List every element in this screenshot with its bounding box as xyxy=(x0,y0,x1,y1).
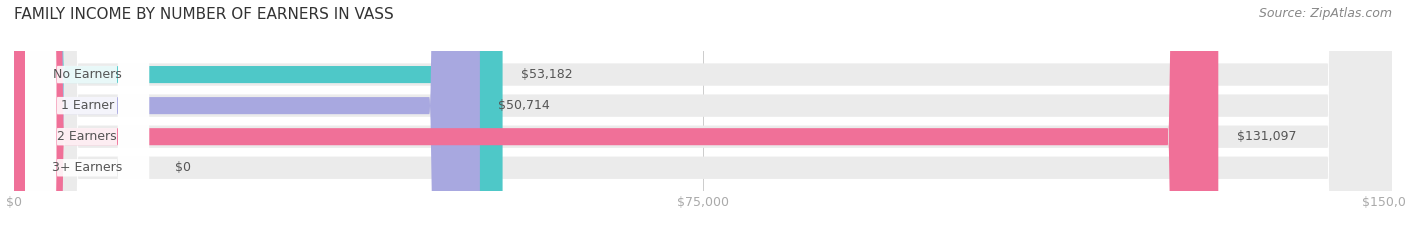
FancyBboxPatch shape xyxy=(14,0,1392,233)
FancyBboxPatch shape xyxy=(25,0,149,233)
FancyBboxPatch shape xyxy=(14,0,1392,233)
FancyBboxPatch shape xyxy=(14,0,502,233)
Text: $131,097: $131,097 xyxy=(1237,130,1296,143)
FancyBboxPatch shape xyxy=(14,0,479,233)
Text: No Earners: No Earners xyxy=(52,68,121,81)
FancyBboxPatch shape xyxy=(25,0,149,233)
FancyBboxPatch shape xyxy=(25,0,149,233)
FancyBboxPatch shape xyxy=(25,0,149,233)
FancyBboxPatch shape xyxy=(14,0,1392,233)
Text: FAMILY INCOME BY NUMBER OF EARNERS IN VASS: FAMILY INCOME BY NUMBER OF EARNERS IN VA… xyxy=(14,7,394,22)
Text: 1 Earner: 1 Earner xyxy=(60,99,114,112)
Text: 2 Earners: 2 Earners xyxy=(58,130,117,143)
FancyBboxPatch shape xyxy=(14,0,1219,233)
Text: 3+ Earners: 3+ Earners xyxy=(52,161,122,174)
Text: $0: $0 xyxy=(174,161,191,174)
Text: $53,182: $53,182 xyxy=(522,68,572,81)
Text: Source: ZipAtlas.com: Source: ZipAtlas.com xyxy=(1258,7,1392,20)
Text: $50,714: $50,714 xyxy=(498,99,550,112)
FancyBboxPatch shape xyxy=(14,0,1392,233)
